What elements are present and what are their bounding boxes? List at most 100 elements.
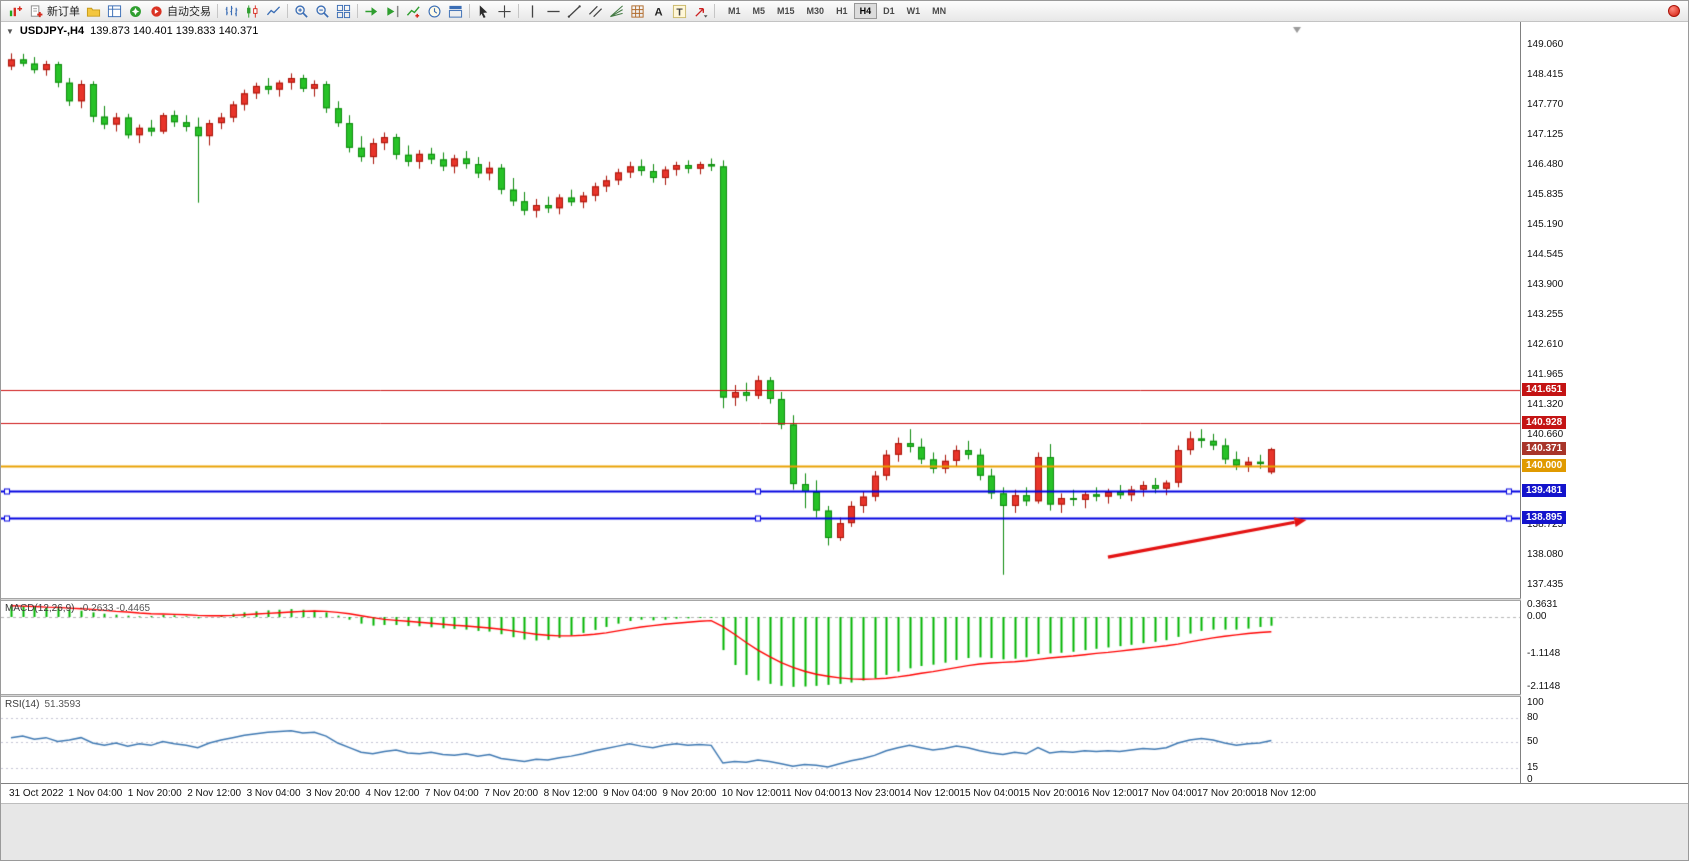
- text-label-button[interactable]: T: [669, 1, 690, 21]
- timeframe-group: M1 M5 M15 M30 H1 H4 D1 W1 MN: [722, 3, 952, 19]
- symbol-period-label: USDJPY-,H4: [19, 25, 85, 37]
- vertical-line-button[interactable]: [522, 1, 543, 21]
- trendline-button[interactable]: [564, 1, 585, 21]
- new-chart-button[interactable]: [5, 1, 26, 21]
- svg-text:T: T: [676, 7, 683, 18]
- time-axis[interactable]: 31 Oct 2022 1 Nov 04:00 1 Nov 20:00 2 Nov 1…: [1, 783, 1688, 803]
- toolbar-separator: [217, 4, 218, 18]
- timeframe-m30-button[interactable]: M30: [806, 6, 825, 16]
- timeframe-w1-button[interactable]: W1: [906, 6, 921, 16]
- time-axis-label: 2 Nov 12:00: [187, 788, 242, 799]
- auto-scroll-button[interactable]: [361, 1, 382, 21]
- cursor-button[interactable]: [473, 1, 494, 21]
- rsi-axis-label: 100: [1527, 697, 1544, 708]
- time-axis-label: 13 Nov 23:00: [840, 788, 901, 799]
- rsi-axis-label: 15: [1527, 762, 1539, 774]
- price-axis-label: 144.545: [1527, 249, 1564, 260]
- toolbar-separator: [518, 4, 519, 18]
- crosshair-button[interactable]: [494, 1, 515, 21]
- shapes-button[interactable]: [627, 1, 648, 21]
- price-axis-label: 148.415: [1527, 69, 1564, 80]
- timeframe-m1-button[interactable]: M1: [728, 6, 741, 16]
- navigator-button[interactable]: [125, 1, 146, 21]
- macd-axis-label: 0.00: [1527, 611, 1547, 623]
- indicators-button[interactable]: [403, 1, 424, 21]
- time-axis-label: 15 Nov 20:00: [1018, 788, 1079, 799]
- time-axis-label: 31 Oct 2022: [9, 788, 64, 799]
- horizontal-line-button[interactable]: [543, 1, 564, 21]
- text-button[interactable]: A: [648, 1, 669, 21]
- panel-separator-macd[interactable]: [1, 598, 1688, 601]
- price-axis-label: 141.320: [1527, 399, 1564, 410]
- rsi-axis-label: 0: [1527, 774, 1533, 785]
- timeframe-mn-button[interactable]: MN: [932, 6, 947, 16]
- rsi-axis-label: 50: [1527, 735, 1539, 747]
- zoom-out-button[interactable]: [312, 1, 333, 21]
- time-axis-label: 16 Nov 12:00: [1078, 788, 1138, 799]
- support-badge-2: 138.895: [1522, 510, 1567, 524]
- time-axis-label: 1 Nov 20:00: [127, 788, 182, 799]
- timeframe-m5-button[interactable]: M5: [752, 6, 766, 16]
- time-axis-label: 4 Nov 12:00: [365, 788, 420, 799]
- price-axis-label: 142.610: [1527, 339, 1564, 350]
- bar-chart-button[interactable]: [221, 1, 242, 21]
- main-chart-canvas[interactable]: [1, 22, 1520, 598]
- price-axis-label: 149.060: [1527, 39, 1564, 50]
- svg-text:A: A: [654, 6, 662, 18]
- toolbar-right: [1668, 5, 1680, 17]
- time-axis-label: 17 Nov 20:00: [1197, 788, 1257, 799]
- tile-windows-button[interactable]: [333, 1, 354, 21]
- templates-button[interactable]: [445, 1, 466, 21]
- support-badge-1: 139.481: [1522, 483, 1567, 497]
- toolbar-items: 新订单 自动交易 A T: [5, 1, 718, 21]
- timeframe-d1-button[interactable]: D1: [883, 6, 895, 16]
- fibonacci-button[interactable]: [606, 1, 627, 21]
- macd-panel: MACD(12,26,9) -0.2633 -0.4465: [1, 601, 1521, 694]
- timeframe-h1-button[interactable]: H1: [836, 6, 848, 16]
- main-chart-panel: ▼ USDJPY-,H4 139.873 140.401 139.833 140…: [1, 22, 1521, 598]
- time-axis-label: 9 Nov 20:00: [662, 788, 717, 799]
- notification-icon[interactable]: [1668, 5, 1680, 17]
- price-axis-label: 138.725: [1527, 519, 1564, 530]
- price-axis[interactable]: 149.060 148.415 147.770 147.125 146.480 145.8…: [1521, 22, 1688, 785]
- line-chart-button[interactable]: [263, 1, 284, 21]
- status-bar: [1, 803, 1688, 860]
- periods-button[interactable]: [424, 1, 445, 21]
- time-axis-label: 7 Nov 04:00: [424, 788, 479, 799]
- chart-shift-button[interactable]: [382, 1, 403, 21]
- time-axis-label: 7 Nov 20:00: [484, 788, 539, 799]
- resistance-badge-2: 140.928: [1522, 416, 1567, 430]
- panel-separator-rsi[interactable]: [1, 694, 1688, 697]
- toolbar-separator: [714, 4, 715, 18]
- timeframe-m15-button[interactable]: M15: [777, 6, 795, 16]
- zoom-in-button[interactable]: [291, 1, 312, 21]
- time-axis-label: 18 Nov 12:00: [1256, 788, 1316, 799]
- macd-canvas[interactable]: [1, 601, 1520, 694]
- price-axis-label: 145.835: [1527, 189, 1564, 200]
- time-axis-label: 17 Nov 04:00: [1137, 788, 1198, 799]
- macd-axis-label: 0.3631: [1527, 599, 1558, 610]
- timeframe-h4-button[interactable]: H4: [853, 3, 878, 19]
- arrows-tool-button[interactable]: [690, 1, 711, 21]
- equidistant-channel-button[interactable]: [585, 1, 606, 21]
- rsi-canvas[interactable]: [1, 697, 1520, 783]
- new-order-button[interactable]: 新订单: [26, 1, 83, 21]
- toolbar-separator: [287, 4, 288, 18]
- chart-title: ▼ USDJPY-,H4 139.873 140.401 139.833 140…: [6, 25, 258, 37]
- profiles-button[interactable]: [83, 1, 104, 21]
- current-price-badge: 140.371: [1522, 442, 1567, 456]
- macd-axis-label: -1.1148: [1527, 647, 1561, 659]
- price-axis-label: 143.900: [1527, 279, 1564, 290]
- market-watch-button[interactable]: [104, 1, 125, 21]
- macd-axis-label: -2.1148: [1527, 681, 1561, 692]
- time-axis-label: 10 Nov 12:00: [721, 788, 782, 799]
- rsi-axis-label: 80: [1527, 712, 1539, 724]
- time-axis-label: 15 Nov 04:00: [959, 788, 1019, 799]
- rsi-panel: RSI(14) 51.3593: [1, 697, 1521, 783]
- time-axis-label: 8 Nov 12:00: [543, 788, 598, 799]
- resistance-badge-1: 141.651: [1522, 382, 1567, 396]
- autotrading-button[interactable]: 自动交易: [146, 1, 214, 21]
- one-click-trading-toggle-icon[interactable]: ▼: [6, 27, 14, 36]
- candle-chart-button[interactable]: [242, 1, 263, 21]
